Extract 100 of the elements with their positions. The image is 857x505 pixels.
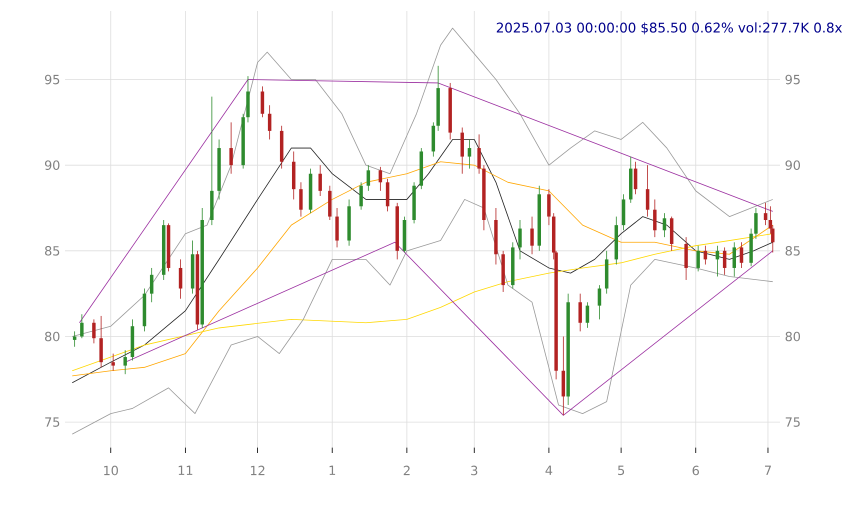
candlestick [299,182,303,217]
candlestick [696,245,700,272]
y2-tick-label: 90 [786,160,800,170]
candlestick [347,199,351,246]
candlestick [538,185,541,252]
candlestick [80,314,84,339]
candlestick [335,208,339,248]
candlestick [653,199,657,238]
candlestick [432,122,436,158]
candlestick [482,164,486,231]
candlestick [722,247,726,276]
y2-tick-label: 95 [786,74,800,84]
x-tick-label: 6 [692,466,699,476]
candlestick [634,161,638,195]
candlestick [578,293,582,332]
candlestick [732,242,736,277]
candlestick [386,178,390,212]
candlestick [511,242,515,289]
candlestick [646,164,650,217]
candlestick [764,202,768,226]
candlestick [598,284,602,320]
candlestick [318,164,322,196]
candlestick [477,134,481,174]
x-tick-label: 7 [764,466,771,475]
candlestick [518,220,522,260]
candlestick [754,208,758,240]
x-tick-label: 10 [104,466,118,476]
y-tick-label: 80 [45,332,60,342]
candlestick [162,220,166,280]
candlestick [448,82,452,140]
candlestick [436,65,440,132]
x-tick-label: 1 [330,466,336,475]
candlestick [412,182,416,224]
x-tick-label: 2 [404,466,410,476]
candlestick [260,86,264,118]
candlestick [268,104,272,140]
y2-tick-label: 75 [786,417,800,427]
candlestick [704,245,708,265]
line-series [72,199,774,435]
candlestick [670,216,674,252]
candlestick [123,350,127,375]
y-tick-label: 95 [44,74,60,84]
candlestick [395,202,399,260]
candlestick [547,188,551,226]
y-tick-label: 90 [44,160,60,170]
candlestick [420,148,424,190]
y2-tick-label: 85 [786,246,800,256]
candlestick [684,236,688,280]
candlestick [749,228,753,267]
candlestick [229,122,233,174]
candlestick [662,212,666,238]
line-series [124,242,774,416]
candlestick [166,223,170,272]
candlestick [494,208,498,265]
candlestick [196,250,200,330]
candlestick [190,240,194,294]
x-tick-label: 3 [471,466,478,476]
candlestick [468,139,472,169]
candlestick [566,293,570,406]
candlestick [292,151,296,200]
line-series [79,79,774,324]
candlestick [378,166,382,192]
candlestick [280,125,284,169]
candlestick [586,302,590,328]
x-tick-label: 12 [250,466,264,476]
candlestick [130,318,134,361]
candlestick [460,127,464,174]
line-series [72,233,774,372]
candlestick [366,164,370,192]
candlestick [111,353,115,372]
candlestick [99,316,103,368]
x-tick-label: 11 [178,466,192,475]
candlestick [217,139,221,200]
candlestick [178,258,182,300]
candlestick [308,168,312,214]
y2-tick-label: 80 [786,332,800,342]
candlestick [210,96,214,226]
candlestick [501,250,505,292]
candlestick [328,185,332,220]
candlestick [150,268,154,303]
y-tick-label: 85 [45,246,60,256]
candlestick [142,288,146,332]
candlestick [241,113,245,169]
x-tick-label: 4 [545,466,552,475]
candlestick [530,216,534,255]
candlestick [92,318,96,344]
candlestick [562,336,566,416]
candlestick [740,242,744,268]
y-tick-label: 75 [45,417,60,427]
candlestick [359,182,363,210]
candlestick [629,156,632,204]
text: 2025.07.03 00:00:00 $85.50 0.62% vol:277.7K 0.8x [496,22,842,34]
candlestick [246,76,250,123]
candlestick [716,245,720,277]
x-tick-label: 5 [618,466,624,476]
candlestick [72,330,76,348]
candlestick [402,216,406,253]
candlestick [622,194,626,231]
candlestick [614,216,618,265]
candlestick [200,208,204,328]
